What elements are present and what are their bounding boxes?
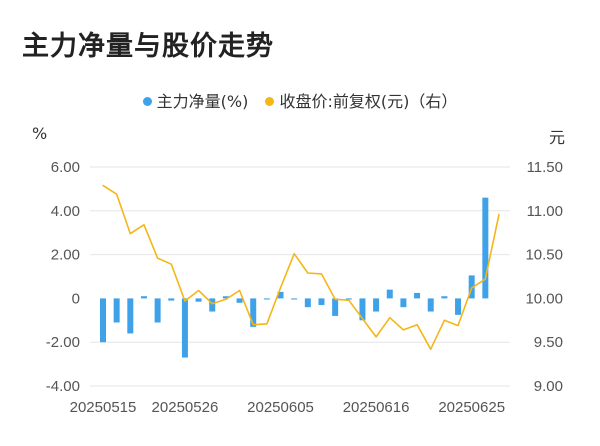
net-flow-bar	[250, 298, 257, 327]
net-flow-bar	[209, 298, 216, 312]
x-tick-label: 20250605	[247, 399, 314, 416]
close-price-point	[129, 232, 131, 235]
net-flow-bar	[100, 298, 106, 343]
net-flow-bar	[345, 298, 352, 300]
y-right-tick-label: 10.00	[525, 290, 563, 307]
y-right-tick-label: 10.50	[525, 247, 563, 264]
close-price-point	[279, 287, 282, 289]
net-flow-bar	[441, 296, 448, 299]
right-axis-unit: 元	[549, 128, 566, 147]
page-title: 主力净量与股价走势	[22, 31, 274, 62]
y-left-tick-label: 2.00	[51, 247, 80, 264]
legend-item-close-price[interactable]: 收盘价:前复权(元)（右）	[265, 88, 457, 112]
net-flow-bar	[291, 298, 298, 300]
close-price-point	[443, 319, 445, 321]
legend-line-label: 收盘价:前复权(元)（右）	[279, 92, 458, 111]
net-flow-bar	[168, 298, 175, 301]
net-flow-bar	[386, 289, 393, 299]
close-price-point	[225, 298, 227, 300]
close-price-point	[361, 317, 364, 320]
close-price-point	[471, 287, 473, 289]
close-price-point	[252, 324, 254, 326]
close-price-point	[348, 299, 350, 301]
net-flow-bar	[181, 298, 188, 358]
y-right-tick-label: 11.00	[527, 203, 563, 220]
net-flow-bar	[468, 275, 475, 299]
legend-item-main-net[interactable]: 主力净量(%)	[142, 88, 249, 112]
net-flow-bar	[414, 292, 421, 299]
close-price-point	[238, 289, 241, 292]
close-price-point	[402, 329, 405, 331]
net-flow-bar	[113, 298, 120, 323]
close-price-point	[307, 272, 309, 274]
chart-legend: 主力净量(%) 收盘价:前复权(元)（右）	[0, 88, 600, 112]
net-flow-bar	[127, 298, 134, 334]
y-left-tick-label: 4.00	[51, 203, 80, 220]
net-flow-bar	[263, 298, 270, 300]
y-right-tick-label: 11.50	[527, 159, 563, 176]
left-axis-unit: %	[32, 124, 48, 143]
close-price-point	[197, 289, 200, 292]
net-flow-bar	[332, 298, 339, 316]
net-flow-bar	[236, 298, 243, 303]
close-price-point	[416, 324, 418, 326]
x-tick-label: 20250526	[152, 399, 219, 416]
close-price-point	[375, 336, 377, 338]
net-flow-bar	[482, 197, 489, 299]
close-price-point	[430, 348, 432, 350]
close-price-point	[457, 324, 459, 327]
net-flow-bar	[318, 298, 325, 305]
x-tick-label: 20250616	[343, 399, 410, 416]
y-left-tick-label: -2.00	[46, 334, 80, 351]
net-flow-bar	[304, 298, 311, 308]
x-tick-label: 20250625	[438, 399, 505, 416]
close-price-line	[102, 184, 500, 351]
net-flow-bar	[373, 298, 380, 312]
legend-line-swatch	[265, 97, 275, 106]
y-right-tick-label: 9.00	[534, 378, 563, 395]
close-price-point	[143, 224, 145, 226]
close-price-point	[157, 257, 159, 259]
close-price-point	[211, 303, 213, 305]
close-price-point	[170, 263, 172, 265]
net-flow-bar	[359, 298, 366, 321]
net-flow-bar	[400, 298, 407, 308]
close-price-point	[116, 193, 118, 195]
y-left-tick-label: -4.00	[46, 378, 80, 395]
close-price-point	[320, 273, 323, 275]
legend-bar-swatch	[142, 97, 152, 106]
close-price-point	[266, 323, 268, 325]
net-flow-bar	[195, 298, 202, 302]
net-flow-bar	[455, 298, 462, 315]
close-price-point	[293, 253, 295, 255]
net-flow-bar	[277, 291, 284, 299]
net-flow-bar	[427, 298, 434, 312]
y-left-tick-label: 0	[72, 290, 80, 307]
close-price-point	[498, 213, 500, 215]
close-price-point	[184, 300, 186, 302]
net-flow-bar	[222, 296, 229, 299]
close-price-point	[484, 278, 486, 280]
net-flow-bar	[154, 298, 161, 323]
close-price-point	[334, 298, 336, 300]
x-tick-label: 20250515	[70, 399, 137, 416]
y-left-tick-label: 6.00	[51, 159, 80, 176]
net-flow-bar	[140, 296, 147, 299]
y-right-tick-label: 9.50	[534, 334, 563, 351]
close-price-point	[389, 317, 391, 319]
legend-bar-label: 主力净量(%)	[156, 92, 249, 111]
close-price-point	[102, 184, 104, 186]
